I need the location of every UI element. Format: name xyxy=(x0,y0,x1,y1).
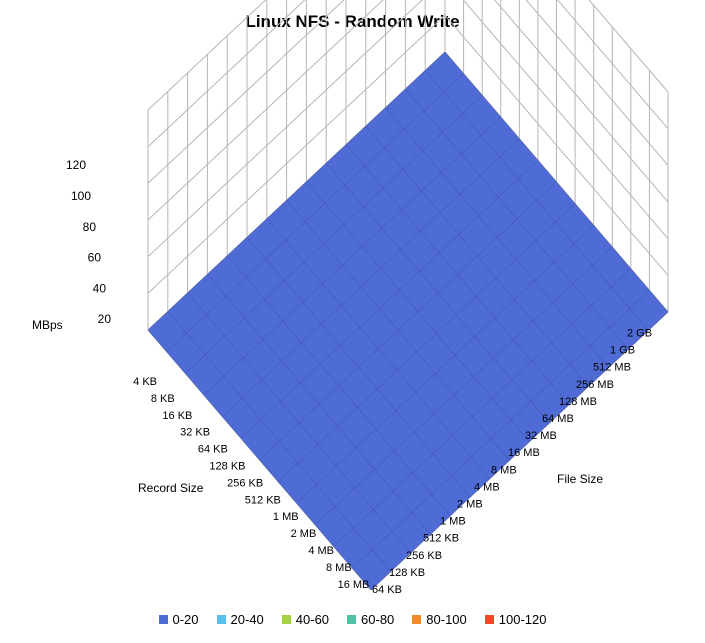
record-tick-label: 16 KB xyxy=(162,410,192,422)
legend-swatch xyxy=(347,615,357,624)
z-tick-label: 120 xyxy=(66,158,86,172)
file-tick-label: 2 MB xyxy=(457,499,483,511)
z-tick-label: 20 xyxy=(98,312,112,326)
file-tick-label: 64 KB xyxy=(372,584,402,596)
file-tick-label: 128 KB xyxy=(389,567,425,579)
legend-swatch xyxy=(281,615,291,624)
file-tick-label: 1 MB xyxy=(440,516,466,528)
legend-label: 60-80 xyxy=(361,612,395,627)
legend-swatch xyxy=(412,615,422,624)
legend-swatch xyxy=(158,615,168,624)
legend-label: 80-100 xyxy=(426,612,467,627)
record-tick-label: 64 KB xyxy=(198,444,228,456)
chart-title: Linux NFS - Random Write xyxy=(245,12,460,31)
record-tick-label: 32 KB xyxy=(180,427,210,439)
file-tick-label: 256 KB xyxy=(406,550,442,562)
record-axis-title: Record Size xyxy=(138,481,204,495)
z-tick-label: 80 xyxy=(83,220,97,234)
z-tick-label: 60 xyxy=(88,251,102,265)
z-tick-label: 100 xyxy=(71,189,91,203)
record-tick-label: 4 MB xyxy=(308,545,334,557)
record-tick-label: 4 KB xyxy=(133,376,157,388)
legend-item: 0-20 xyxy=(158,612,199,627)
legend: 0-20 20-40 40-60 60-80 80-100 100-120 xyxy=(0,612,705,627)
file-tick-label: 512 MB xyxy=(593,362,631,374)
file-tick-label: 128 MB xyxy=(559,396,597,408)
file-tick-label: 512 KB xyxy=(423,533,459,545)
file-tick-label: 64 MB xyxy=(542,413,574,425)
legend-item: 40-60 xyxy=(281,612,330,627)
file-tick-label: 32 MB xyxy=(525,430,557,442)
surface-cell xyxy=(352,549,392,591)
record-tick-label: 256 KB xyxy=(227,477,263,489)
file-tick-label: 16 MB xyxy=(508,447,540,459)
legend-label: 40-60 xyxy=(295,612,330,627)
z-tick-label: 40 xyxy=(93,281,107,295)
file-tick-label: 256 MB xyxy=(576,379,614,391)
legend-item: 60-80 xyxy=(347,612,394,627)
record-tick-label: 128 KB xyxy=(209,461,245,473)
legend-label: 20-40 xyxy=(230,612,264,627)
file-tick-label: 4 MB xyxy=(474,481,500,493)
record-tick-label: 2 MB xyxy=(291,528,317,540)
file-tick-label: 2 GB xyxy=(627,328,652,340)
record-tick-label: 16 MB xyxy=(338,579,370,591)
legend-label: 100-120 xyxy=(498,612,547,627)
file-tick-label: 8 MB xyxy=(491,464,517,476)
legend-label: 0-20 xyxy=(172,612,199,627)
legend-item: 80-100 xyxy=(412,612,467,627)
z-axis-title: MBps xyxy=(32,318,63,332)
record-tick-label: 8 MB xyxy=(326,562,352,574)
file-tick-label: 1 GB xyxy=(610,345,635,357)
legend-item: 20-40 xyxy=(216,612,264,627)
legend-swatch xyxy=(484,615,494,624)
legend-item: 100-120 xyxy=(484,612,547,627)
legend-swatch xyxy=(216,615,226,624)
record-tick-label: 8 KB xyxy=(151,393,175,405)
file-axis-title: File Size xyxy=(557,472,604,486)
record-tick-label: 1 MB xyxy=(273,511,299,523)
record-tick-label: 512 KB xyxy=(245,494,281,506)
